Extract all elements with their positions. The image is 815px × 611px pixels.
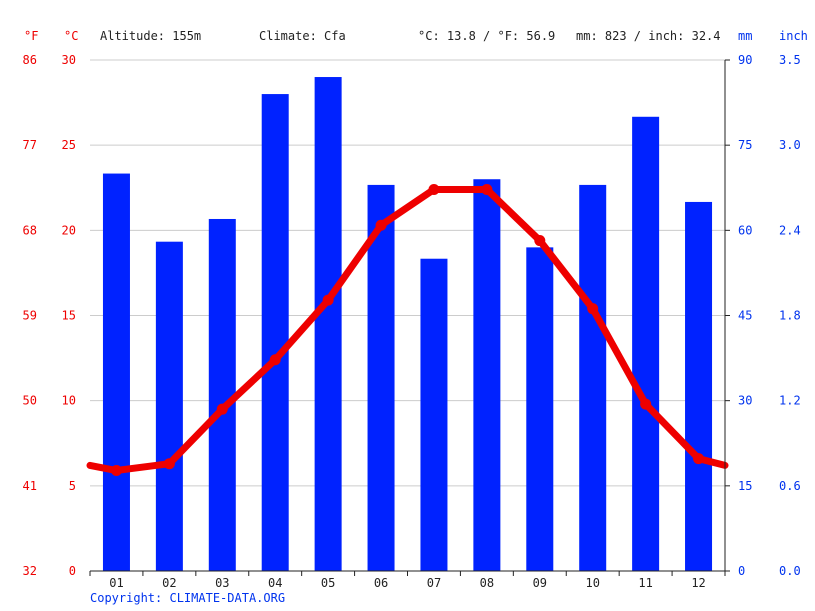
precipitation-bar (685, 201, 713, 571)
copyright-link[interactable]: Copyright: CLIMATE-DATA.ORG (90, 591, 286, 605)
climate-label: Climate: Cfa (259, 29, 346, 43)
month-tick-label: 02 (162, 576, 176, 590)
temperature-point (216, 403, 228, 415)
fahrenheit-tick-label: 77 (23, 138, 37, 152)
celsius-tick-label: 30 (62, 53, 76, 67)
temperature-point (534, 235, 546, 247)
fahrenheit-tick-label: 86 (23, 53, 37, 67)
celsius-tick-label: 10 (62, 394, 76, 408)
month-tick-label: 09 (533, 576, 547, 590)
fahrenheit-tick-label: 41 (23, 479, 37, 493)
precipitation-bar (526, 247, 554, 571)
inch-tick-label: 0.0 (779, 564, 801, 578)
tick-labels: 01 02 03 04 05 06 07 08 09 10 11 12 32 0 41 5 50 10 59 15 68… (23, 53, 801, 590)
precipitation-bar (579, 184, 607, 571)
total-precipitation-label: mm: 823 / inch: 32.4 (576, 29, 721, 43)
inch-tick-label: 3.0 (779, 138, 801, 152)
month-tick-label: 01 (109, 576, 123, 590)
month-tick-label: 07 (427, 576, 441, 590)
mm-tick-label: 30 (738, 394, 752, 408)
month-tick-label: 03 (215, 576, 229, 590)
month-tick-label: 11 (638, 576, 652, 590)
month-tick-label: 12 (691, 576, 705, 590)
gridlines (90, 59, 725, 487)
inch-tick-label: 3.5 (779, 53, 801, 67)
temperature-series-line (86, 185, 729, 475)
celsius-unit-label: °C (64, 29, 78, 43)
precipitation-bars (102, 77, 713, 572)
temperature-point (428, 183, 440, 195)
precipitation-bar (473, 179, 501, 571)
month-tick-label: 10 (585, 576, 599, 590)
precipitation-bar (102, 173, 130, 572)
temperature-point (110, 465, 122, 477)
average-temperature-label: °C: 13.8 / °F: 56.9 (418, 29, 555, 43)
mm-tick-label: 60 (738, 223, 752, 237)
mm-tick-label: 15 (738, 479, 752, 493)
fahrenheit-tick-label: 59 (23, 309, 37, 323)
mm-tick-label: 75 (738, 138, 752, 152)
temperature-point (322, 294, 334, 306)
month-tick-label: 08 (480, 576, 494, 590)
altitude-label: Altitude: 155m (100, 29, 201, 43)
celsius-tick-label: 15 (62, 309, 76, 323)
inch-tick-label: 0.6 (779, 479, 801, 493)
inch-unit-label: inch (779, 29, 808, 43)
mm-unit-label: mm (738, 29, 752, 43)
inch-tick-label: 1.8 (779, 309, 801, 323)
inch-tick-label: 2.4 (779, 223, 801, 237)
month-tick-label: 06 (374, 576, 388, 590)
month-tick-label: 05 (321, 576, 335, 590)
precipitation-bar (155, 241, 183, 571)
celsius-tick-label: 25 (62, 138, 76, 152)
temperature-point (481, 183, 493, 195)
inch-tick-label: 1.2 (779, 394, 801, 408)
fahrenheit-tick-label: 68 (23, 223, 37, 237)
celsius-tick-label: 0 (69, 564, 76, 578)
mm-tick-label: 90 (738, 53, 752, 67)
month-tick-label: 04 (268, 576, 282, 590)
precipitation-bar (208, 218, 236, 571)
temperature-point (693, 453, 705, 465)
precipitation-bar (261, 94, 289, 572)
precipitation-bar (632, 116, 660, 572)
mm-tick-label: 45 (738, 309, 752, 323)
temperature-line (86, 183, 729, 477)
fahrenheit-tick-label: 32 (23, 564, 37, 578)
mm-tick-label: 0 (738, 564, 745, 578)
celsius-tick-label: 20 (62, 223, 76, 237)
temperature-point (375, 219, 387, 231)
axes (89, 59, 730, 576)
fahrenheit-unit-label: °F (24, 29, 38, 43)
fahrenheit-tick-label: 50 (23, 394, 37, 408)
temperature-point (269, 354, 281, 366)
temperature-point (163, 458, 175, 470)
precipitation-bar (367, 184, 395, 571)
precipitation-bar (420, 258, 448, 571)
celsius-tick-label: 5 (69, 479, 76, 493)
temperature-point (640, 398, 652, 410)
precipitation-bar (314, 77, 342, 572)
temperature-point (587, 303, 599, 315)
